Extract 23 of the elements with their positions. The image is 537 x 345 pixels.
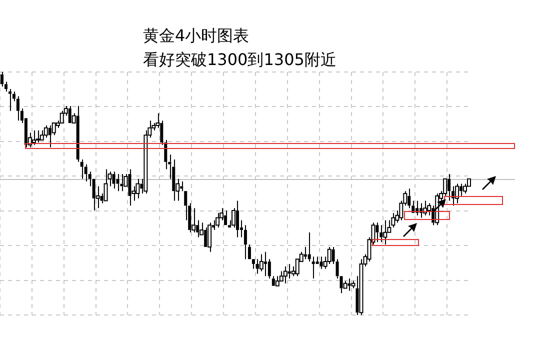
candlestick bbox=[316, 256, 319, 264]
candlestick bbox=[348, 278, 351, 292]
candlestick bbox=[0, 72, 4, 88]
candlestick bbox=[264, 251, 267, 277]
chart-title: 黄金4小时图表 bbox=[143, 26, 250, 47]
candlestick bbox=[188, 202, 192, 233]
chart-subtitle: 看好突破1300到1305附近 bbox=[143, 50, 336, 71]
candlestick bbox=[336, 258, 339, 280]
candlestick bbox=[308, 232, 311, 262]
candlestick bbox=[80, 158, 84, 180]
candlestick bbox=[172, 158, 176, 202]
candlestick bbox=[16, 96, 20, 122]
candlestick bbox=[268, 258, 271, 280]
candlestick bbox=[244, 224, 247, 260]
candlestick bbox=[76, 106, 80, 162]
candlestick bbox=[312, 256, 315, 280]
candlestick bbox=[248, 244, 251, 260]
candlestick bbox=[84, 164, 88, 182]
candlestick bbox=[112, 171, 116, 190]
candlestick bbox=[252, 259, 255, 270]
candlestick bbox=[332, 246, 335, 264]
candlestick bbox=[380, 224, 383, 243]
candlestick bbox=[8, 88, 12, 112]
